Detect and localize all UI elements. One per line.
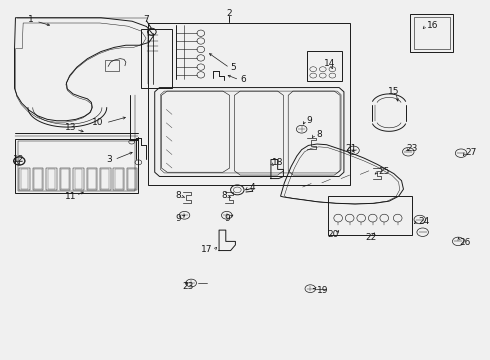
Bar [328,196,412,235]
Bar [101,169,109,189]
Bar [88,169,96,189]
Text: 7: 7 [144,15,149,24]
Text: 4: 4 [250,183,255,192]
Bar [148,23,350,185]
Bar [19,168,30,190]
Bar [48,169,55,189]
Bar [307,51,342,81]
Bar [113,168,124,190]
Text: 13: 13 [66,123,77,132]
Bar [414,17,449,49]
Text: 18: 18 [272,158,283,167]
Text: 6: 6 [240,75,246,84]
Text: 24: 24 [418,217,429,226]
Text: 9: 9 [176,213,182,222]
Text: 1: 1 [28,15,34,24]
Text: 21: 21 [345,144,356,153]
Bar [87,168,97,190]
Text: 8: 8 [316,130,322,139]
Bar [60,168,70,190]
Bar [141,29,172,88]
Bar [127,168,137,190]
Text: 23: 23 [183,282,194,291]
Text: 9: 9 [306,116,312,125]
Bar [73,168,84,190]
Bar [100,168,111,190]
Text: 22: 22 [365,233,376,242]
Text: 20: 20 [328,230,339,239]
Bar [34,169,42,189]
Text: 16: 16 [426,21,438,30]
Bar [21,169,28,189]
Bar [74,169,82,189]
Text: 12: 12 [13,155,24,164]
Bar [115,169,122,189]
Text: 8: 8 [221,191,227,200]
Text: 14: 14 [324,59,335,68]
Text: 15: 15 [388,87,400,96]
Text: 11: 11 [66,193,77,202]
Bar [61,169,69,189]
Text: 19: 19 [317,285,328,294]
Text: 26: 26 [459,238,470,247]
Bar [16,139,138,193]
Text: 5: 5 [231,63,236,72]
Text: 9: 9 [224,213,230,222]
Bar [105,60,119,71]
Bar [18,141,135,190]
Bar [46,168,57,190]
Text: 8: 8 [175,191,181,200]
Text: 2: 2 [226,9,231,18]
Text: 23: 23 [406,144,417,153]
Bar [33,168,43,190]
Text: 25: 25 [378,167,390,176]
Text: 3: 3 [107,155,113,164]
Bar [410,14,453,52]
Text: 17: 17 [201,246,212,255]
Text: 10: 10 [92,118,104,127]
Text: 27: 27 [465,148,476,157]
Bar [128,169,136,189]
